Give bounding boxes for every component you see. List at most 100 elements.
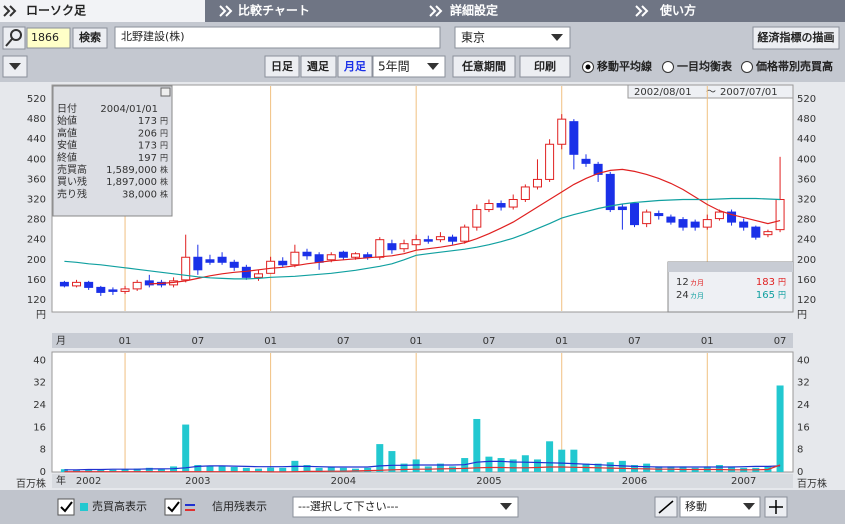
volume-bar — [303, 465, 311, 472]
volume-bar — [606, 462, 614, 472]
icon — [10, 29, 22, 41]
candle-body — [605, 173, 615, 211]
volume-bar — [558, 449, 566, 472]
candle-body — [642, 211, 652, 225]
y-tick-label: 0 — [797, 467, 803, 478]
volume-bar — [133, 468, 141, 472]
volume-bar — [157, 469, 165, 472]
volume-bar — [218, 465, 226, 472]
y-tick-label: 160 — [797, 275, 816, 286]
volume-bar — [254, 468, 262, 472]
y-tick-label: 200 — [27, 255, 46, 266]
select[interactable] — [292, 496, 519, 518]
volume-bar — [97, 469, 105, 472]
period-button[interactable] — [300, 55, 337, 78]
candle-body — [411, 239, 421, 246]
candle-body — [763, 231, 773, 236]
radio[interactable] — [662, 61, 674, 73]
volume-bar — [364, 467, 372, 472]
candle-body — [278, 260, 288, 266]
checkbox[interactable] — [57, 498, 75, 516]
candle-body — [363, 254, 373, 258]
credit-line — [64, 460, 781, 471]
y-tick-label: 32 — [797, 378, 810, 389]
toggle-label: 信用残表示 — [212, 499, 267, 513]
tab[interactable]: 比較チャート — [238, 3, 310, 18]
month-strip — [52, 333, 793, 348]
company-field[interactable] — [114, 26, 441, 49]
candle-body — [435, 236, 445, 241]
custom-button[interactable] — [452, 55, 516, 78]
icon — [658, 500, 674, 514]
radio[interactable] — [741, 61, 753, 73]
y-tick-label: 360 — [797, 174, 816, 185]
volume-bar — [279, 467, 287, 472]
x-tick-label: 2003 — [185, 476, 210, 487]
y-tick-label: 400 — [797, 154, 816, 165]
candle-body — [678, 219, 688, 228]
span-select[interactable] — [372, 55, 446, 78]
y-tick-label: 440 — [797, 134, 816, 145]
moving-average — [64, 197, 781, 280]
search-button[interactable] — [72, 27, 108, 49]
year-strip — [52, 474, 793, 488]
radio-label: 一目均衡表 — [677, 59, 733, 73]
button-label: 日足 — [271, 60, 294, 73]
volume-bar — [521, 455, 529, 472]
check — [60, 501, 73, 513]
volume-bar — [121, 469, 129, 472]
y-tick-label: 8 — [797, 445, 803, 456]
volume-bar — [400, 463, 408, 472]
checkbox[interactable] — [164, 498, 182, 516]
candle-body — [314, 254, 324, 263]
print-button[interactable] — [519, 55, 571, 78]
button-label: 月足 — [343, 60, 367, 73]
period-button[interactable] — [337, 55, 373, 78]
candle-body — [690, 221, 700, 228]
y-tick-label: 0 — [40, 467, 46, 478]
y-unit: 円 — [36, 310, 46, 321]
info-label: 売買高 — [57, 163, 87, 176]
x-unit: 月 — [56, 335, 66, 347]
ma-currency: 円 — [778, 291, 786, 300]
y-tick-label: 480 — [27, 114, 46, 125]
volume-bar — [230, 466, 238, 472]
candle-body — [666, 216, 676, 223]
econ-button[interactable] — [752, 26, 840, 50]
market-select[interactable] — [454, 26, 571, 49]
y-tick-label: 240 — [27, 235, 46, 246]
tab[interactable]: 使い方 — [659, 3, 696, 18]
x-tick-label: 01 — [701, 336, 714, 347]
range-box — [627, 84, 794, 99]
mode-select[interactable] — [679, 496, 761, 518]
tab[interactable]: ローソク足 — [26, 4, 86, 18]
info-value: 173 — [138, 141, 157, 152]
candle-body — [144, 280, 154, 286]
ma-period: 24 — [676, 290, 689, 301]
candle-body — [496, 203, 506, 208]
dropdown-arrow — [427, 63, 439, 70]
toggle-label: 売買高表示 — [92, 499, 147, 513]
candle-body — [217, 256, 227, 263]
candle-body — [351, 253, 361, 258]
range: 2007/07/01 — [720, 87, 778, 98]
tab[interactable]: 詳細設定 — [450, 3, 498, 18]
info-unit: 株 — [160, 177, 168, 187]
period-button[interactable] — [264, 55, 300, 78]
y-unit: 百万株 — [797, 477, 827, 490]
y-tick-label: 32 — [33, 378, 46, 389]
y-tick-label: 40 — [797, 355, 810, 366]
info-unit: 株 — [160, 189, 168, 199]
info-unit: 円 — [160, 153, 168, 162]
tab-active[interactable] — [0, 0, 205, 22]
volume-bar — [182, 424, 190, 472]
volume-bar — [242, 467, 250, 472]
x-tick-label: 07 — [774, 336, 787, 347]
code-input[interactable] — [26, 27, 71, 49]
info-label: 買い残 — [57, 175, 87, 188]
candle-body — [375, 239, 385, 258]
radio-label: 価格帯別売買高 — [755, 59, 833, 73]
y-unit: 百万株 — [16, 477, 46, 490]
candle-body — [472, 209, 482, 228]
